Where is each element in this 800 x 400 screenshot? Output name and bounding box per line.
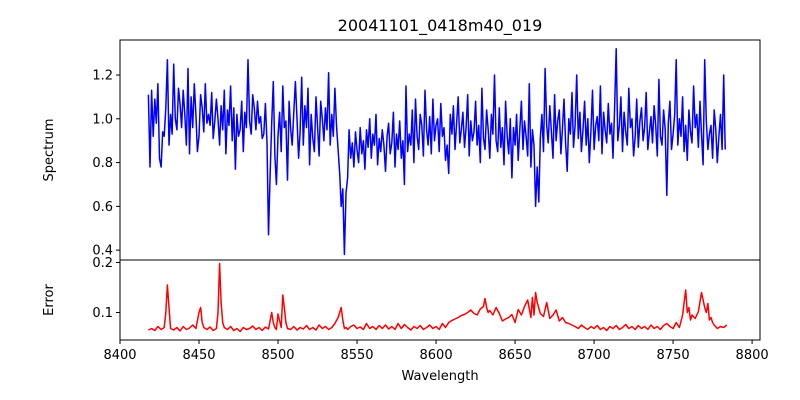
- x-tick-label: 8650: [499, 348, 532, 363]
- spectrum-series-line: [147, 48, 726, 256]
- error-y-ticks: 0.1 0.2: [92, 256, 120, 321]
- spectrum-y-tick-label: 1.0: [92, 112, 113, 127]
- spectrum-y-tick-label: 1.2: [92, 69, 113, 84]
- error-series-line: [148, 262, 728, 333]
- error-panel: 0.10.2 8400 8450 8500 8550 8600 8650 8700 8750 8…: [42, 256, 769, 384]
- wavelength-x-ticks: 8400 8450 8500 8550 8600 8650 8700 8750 8800: [103, 340, 769, 363]
- chart-title: 20041101_0418m40_019: [338, 16, 543, 36]
- x-tick-label: 8550: [340, 348, 373, 363]
- error-axes-frame: [119, 259, 761, 341]
- spectrum-panel: 0.4 0.6 0.8 1.0 1.2 Spectrum: [42, 39, 761, 261]
- error-y-tick-label: 0.2: [92, 256, 113, 271]
- x-tick-label: 8600: [420, 348, 453, 363]
- x-tick-label: 8400: [103, 348, 136, 363]
- spectrum-y-axis-label: Spectrum: [42, 119, 57, 182]
- spectrum-y-tick-label: 0.8: [92, 156, 113, 171]
- error-y-tick-label: 0.1: [92, 306, 113, 321]
- x-axis-label: Wavelength: [401, 369, 478, 384]
- x-tick-label: 8500: [261, 348, 294, 363]
- spectrum-y-tick-label: 0.4: [92, 244, 113, 259]
- spectrum-y-ticks: 0.4 0.6 0.8 1.0 1.2: [92, 69, 120, 259]
- x-tick-label: 8700: [578, 348, 611, 363]
- x-tick-label: 8800: [736, 348, 769, 363]
- spectrum-y-tick-label: 0.6: [92, 200, 113, 215]
- x-tick-label: 8450: [182, 348, 215, 363]
- error-y-axis-label: Error: [42, 284, 57, 316]
- x-tick-label: 8750: [657, 348, 690, 363]
